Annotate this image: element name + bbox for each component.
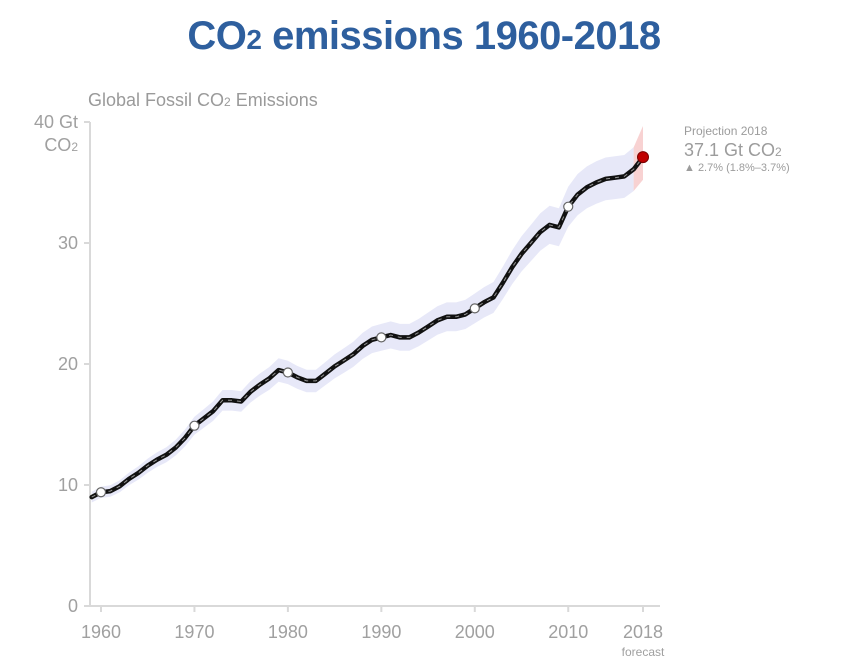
projection-change: ▲ 2.7% (1.8%–3.7%): [684, 162, 790, 174]
decade-marker: [376, 332, 387, 343]
chart-title: Global Fossil CO2 Emissions: [88, 90, 318, 110]
projection-panel: Projection 2018 37.1 Gt CO2 ▲ 2.7% (1.8%…: [684, 124, 790, 174]
x-forecast-label: forecast: [622, 645, 665, 659]
decade-marker: [95, 487, 107, 498]
projection-point: [637, 151, 649, 164]
title-subscript: 2: [246, 24, 262, 55]
chart-title-subscript: 2: [224, 95, 231, 109]
x-tick-label: 1960: [81, 622, 121, 642]
x-tick-label: 2000: [455, 622, 495, 642]
y-tick-label: 40 Gt: [34, 112, 78, 132]
y-tick-label: 30: [58, 233, 78, 253]
slide-title: CO2 emissions 1960-2018: [187, 14, 661, 58]
emissions-line-highlight: [91, 156, 644, 498]
y-tick-label: 10: [58, 475, 78, 495]
x-tick-label: 1980: [268, 622, 308, 642]
x-tick-label: 2018: [623, 622, 663, 642]
x-tick-label: 1990: [361, 622, 401, 642]
decade-marker: [563, 201, 574, 212]
y-unit-label: CO2: [44, 135, 78, 155]
decade-marker: [469, 303, 480, 314]
decade-marker: [282, 367, 293, 378]
x-tick-label: 1970: [174, 622, 214, 642]
projection-label: Projection 2018: [684, 124, 768, 138]
x-tick-label: 2010: [548, 622, 588, 642]
y-tick-label: 0: [68, 596, 78, 616]
decade-marker: [189, 420, 200, 431]
projection-value: 37.1 Gt CO2: [684, 140, 782, 160]
y-tick-label: 20: [58, 354, 78, 374]
